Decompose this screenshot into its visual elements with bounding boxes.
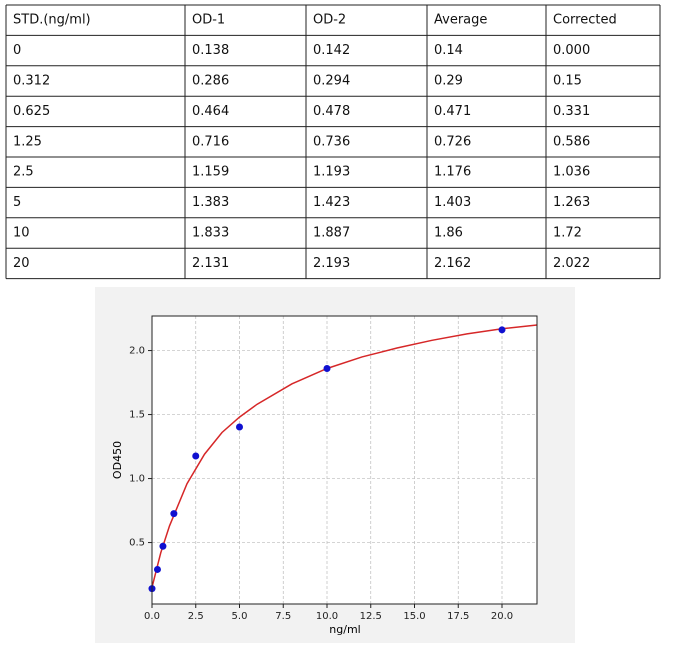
x-tick-label: 10.0 [316,611,338,622]
data-point [159,542,167,550]
data-point [498,326,506,334]
table-cell: 2.131 [192,256,229,271]
data-point [153,565,161,573]
table-cell: 2.022 [553,256,590,271]
table-cell: 1.193 [313,165,350,180]
table-cell: 0.000 [553,43,590,58]
table-cell: 0.14 [434,43,463,58]
table-cell: 0.15 [553,74,582,89]
data-point [170,510,178,518]
table: STD.(ng/ml) OD-1 OD-2 Average Corrected 0 0.13… [5,4,661,280]
marks [148,324,538,593]
x-tick-label: 20.0 [491,611,513,622]
data-point [192,452,200,460]
table-cell: 0.29 [434,74,463,89]
table-cell: 20 [13,256,30,271]
header-cell: STD.(ng/ml) [13,13,91,28]
table-cell: 0.464 [192,104,229,119]
data-point [236,423,243,431]
table-cell: 5 [13,195,21,210]
table-cell: 1.887 [313,226,350,241]
table-cell: 0.142 [313,43,350,58]
table-cell: 1.176 [434,165,471,180]
x-axis-label: ng/ml [329,623,360,636]
table-cell: 2.193 [313,256,350,271]
x-tick-label: 5.0 [232,611,248,622]
table-cell: 1.383 [192,195,229,210]
plot-area [152,316,537,604]
table-cell: 1.25 [13,134,42,149]
table-cell: 2.5 [13,165,34,180]
table-cell: 1.036 [553,165,590,180]
table-cell: 1.86 [434,226,463,241]
table-cell: 0 [13,43,21,58]
grid: 0.0 2.5 5.0 7.5 10.0 12.5 15.0 17.5 20.0 0.5 1.0 1.… [129,316,537,622]
y-tick-label: 2.0 [129,346,145,357]
table-cell: 1.403 [434,195,471,210]
table-cell: 2.162 [434,256,471,271]
table-cell: 0.625 [13,104,50,119]
table-cell: 0.138 [192,43,229,58]
fit-curve [151,324,538,588]
table-cell: 0.294 [313,74,350,89]
table-cell: 1.159 [192,165,229,180]
header-cell: OD-1 [192,13,225,28]
table-cell: 0.736 [313,134,350,149]
table-cell: 1.72 [553,226,582,241]
y-tick-label: 0.5 [129,538,145,549]
x-tick-label: 0.0 [144,611,160,622]
y-tick-label: 1.5 [129,410,145,421]
x-tick-label: 12.5 [360,611,382,622]
x-tick-label: 7.5 [275,611,291,622]
y-tick-label: 1.0 [129,474,145,485]
header-cell: Average [434,13,487,28]
header-cell: Corrected [553,13,617,28]
header-cell: OD-2 [313,13,346,28]
data-point [323,364,331,372]
table-cell: 1.423 [313,195,350,210]
table-cell: 0.312 [13,74,50,89]
y-axis-label: OD450 [111,441,124,479]
table-cell: 0.586 [553,134,590,149]
table-cell: 1.263 [553,195,590,210]
table-cell: 10 [13,226,30,241]
table-cell: 0.478 [313,104,350,119]
plot-frame [151,315,538,605]
x-tick-label: 15.0 [403,611,425,622]
x-tick-label: 2.5 [188,611,204,622]
table-cell: 0.471 [434,104,471,119]
x-tick-label: 17.5 [447,611,469,622]
table-cell: 0.331 [553,104,590,119]
table-cell: 0.716 [192,134,229,149]
table-cell: 1.833 [192,226,229,241]
table-cell: 0.726 [434,134,471,149]
table-cell: 0.286 [192,74,229,89]
